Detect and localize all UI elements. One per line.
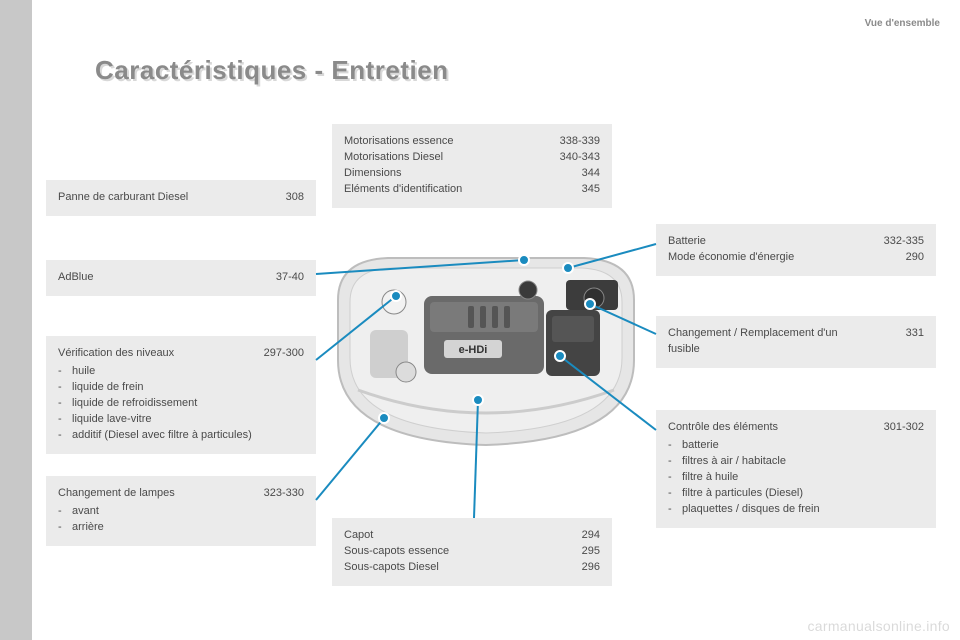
box-row: Motorisations essence338-339 — [344, 134, 600, 150]
box-controle: Contrôle des éléments301-302batteriefilt… — [656, 410, 936, 528]
box-page: 344 — [548, 166, 600, 182]
engine-cap — [382, 290, 406, 314]
box-row: Sous-capots Diesel296 — [344, 560, 600, 576]
box-page: 331 — [872, 326, 924, 358]
engine-illustration: e-HDi — [328, 240, 644, 450]
box-bullets: batteriefiltres à air / habitaclefiltre … — [668, 438, 924, 518]
box-page: 332-335 — [872, 234, 924, 250]
box-bullet: liquide de refroidissement — [58, 396, 304, 412]
box-label: Motorisations essence — [344, 134, 548, 150]
header-section: Vue d'ensemble — [865, 18, 940, 29]
box-row: Sous-capots essence295 — [344, 544, 600, 560]
box-page: 308 — [252, 190, 304, 206]
box-bullet: plaquettes / disques de frein — [668, 502, 924, 518]
box-page: 296 — [548, 560, 600, 576]
box-bullet: arrière — [58, 520, 304, 536]
box-bullet: huile — [58, 364, 304, 380]
box-page: 340-343 — [548, 150, 600, 166]
box-row: Dimensions344 — [344, 166, 600, 182]
box-panne: Panne de carburant Diesel308 — [46, 180, 316, 216]
box-page: 345 — [548, 182, 600, 198]
box-row: Capot294 — [344, 528, 600, 544]
box-label: Vérification des niveaux — [58, 346, 252, 362]
box-bullets: huileliquide de freinliquide de refroidi… — [58, 364, 304, 444]
box-label: Mode économie d'énergie — [668, 250, 872, 266]
box-bullet: avant — [58, 504, 304, 520]
box-page: 294 — [548, 528, 600, 544]
box-row: Contrôle des éléments301-302 — [668, 420, 924, 436]
box-label: AdBlue — [58, 270, 252, 286]
box-label: Panne de carburant Diesel — [58, 190, 252, 206]
box-bullet: liquide lave-vitre — [58, 412, 304, 428]
box-row: Panne de carburant Diesel308 — [58, 190, 304, 206]
box-bullet: batterie — [668, 438, 924, 454]
box-row: Changement / Remplacement d'un fusible33… — [668, 326, 924, 358]
engine-cap — [396, 362, 416, 382]
box-label: Dimensions — [344, 166, 548, 182]
box-adblue: AdBlue37-40 — [46, 260, 316, 296]
box-motor: Motorisations essence338-339Motorisation… — [332, 124, 612, 208]
box-niveaux: Vérification des niveaux297-300huileliqu… — [46, 336, 316, 454]
box-bullet: additif (Diesel avec filtre à particules… — [58, 428, 304, 444]
box-label: Capot — [344, 528, 548, 544]
box-page: 297-300 — [252, 346, 304, 362]
box-page: 295 — [548, 544, 600, 560]
engine-badge-text: e-HDi — [459, 344, 488, 356]
box-lampes: Changement de lampes323-330 avantarrière — [46, 476, 316, 546]
box-label: Sous-capots essence — [344, 544, 548, 560]
box-capot: Capot294Sous-capots essence295Sous-capot… — [332, 518, 612, 586]
left-sidebar-band — [0, 0, 32, 640]
page-title: Caractéristiques - Entretien — [95, 55, 449, 86]
box-bullet: liquide de frein — [58, 380, 304, 396]
airbox-lid — [552, 316, 594, 342]
engine-svg: e-HDi — [328, 240, 644, 450]
engine-cap — [584, 288, 604, 308]
box-page: 323-330 — [252, 486, 304, 502]
box-bullets: avantarrière — [58, 504, 304, 536]
box-row: Changement de lampes323-330 — [58, 486, 304, 502]
box-label: Changement de lampes — [58, 486, 252, 502]
box-row: Batterie332-335 — [668, 234, 924, 250]
box-fusible: Changement / Remplacement d'un fusible33… — [656, 316, 936, 368]
page: Vue d'ensemble Caractéristiques - Entret… — [0, 0, 960, 640]
box-bullet: filtres à air / habitacle — [668, 454, 924, 470]
box-label: Batterie — [668, 234, 872, 250]
watermark: carmanualsonline.info — [808, 618, 951, 634]
box-row: AdBlue37-40 — [58, 270, 304, 286]
box-label: Motorisations Diesel — [344, 150, 548, 166]
box-page: 338-339 — [548, 134, 600, 150]
box-label: Contrôle des éléments — [668, 420, 872, 436]
box-page: 301-302 — [872, 420, 924, 436]
box-row: Vérification des niveaux297-300 — [58, 346, 304, 362]
box-batterie: Batterie332-335Mode économie d'énergie29… — [656, 224, 936, 276]
box-bullet: filtre à particules (Diesel) — [668, 486, 924, 502]
box-label: Sous-capots Diesel — [344, 560, 548, 576]
box-row: Mode économie d'énergie290 — [668, 250, 924, 266]
box-label: Changement / Remplacement d'un fusible — [668, 326, 872, 358]
box-label: Eléments d'identification — [344, 182, 548, 198]
box-row: Eléments d'identification345 — [344, 182, 600, 198]
box-page: 290 — [872, 250, 924, 266]
engine-cap — [519, 281, 537, 299]
box-row: Motorisations Diesel340-343 — [344, 150, 600, 166]
box-page: 37-40 — [252, 270, 304, 286]
box-bullet: filtre à huile — [668, 470, 924, 486]
